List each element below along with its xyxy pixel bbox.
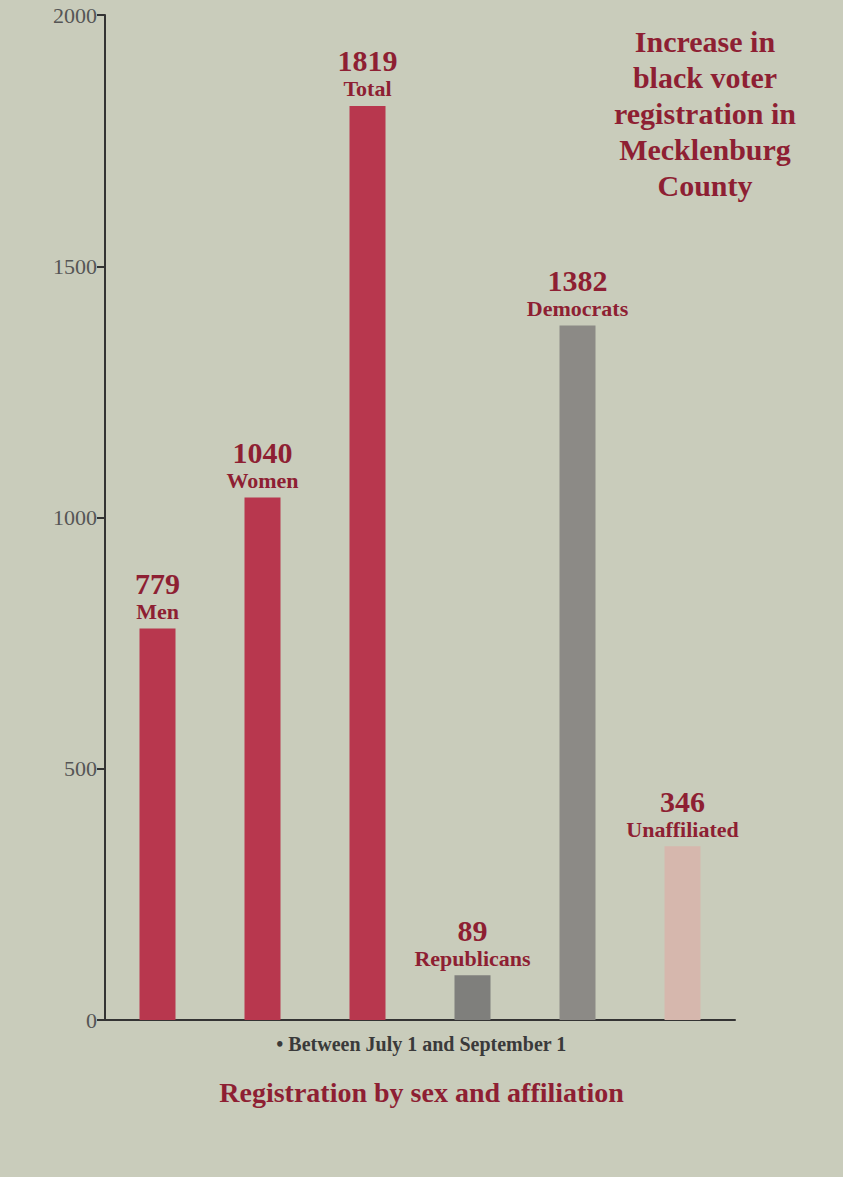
- svg-text:Democrats: Democrats: [527, 296, 629, 321]
- svg-text:black voter: black voter: [633, 61, 777, 94]
- svg-text:Republicans: Republicans: [414, 946, 531, 971]
- svg-text:1382: 1382: [548, 264, 608, 297]
- svg-text:Women: Women: [226, 468, 298, 493]
- svg-text:1040: 1040: [233, 436, 293, 469]
- svg-text:346: 346: [660, 785, 705, 818]
- svg-text:Mecklenburg: Mecklenburg: [619, 133, 791, 166]
- svg-text:Total: Total: [343, 76, 391, 101]
- svg-text:89: 89: [458, 914, 488, 947]
- svg-text:1819: 1819: [338, 44, 398, 77]
- svg-text:Increase in: Increase in: [635, 25, 776, 58]
- svg-text:779: 779: [135, 567, 180, 600]
- svg-text:County: County: [657, 169, 752, 202]
- svg-text:• Between July 1 and September: • Between July 1 and September 1: [276, 1033, 566, 1056]
- svg-text:500: 500: [64, 756, 97, 781]
- svg-text:1500: 1500: [53, 254, 97, 279]
- svg-text:Unaffiliated: Unaffiliated: [626, 817, 738, 842]
- svg-text:2000: 2000: [53, 3, 97, 28]
- svg-text:registration in: registration in: [614, 97, 796, 130]
- svg-text:Registration by sex and affili: Registration by sex and affiliation: [219, 1077, 624, 1108]
- svg-text:Men: Men: [136, 599, 179, 624]
- svg-text:1000: 1000: [53, 505, 97, 530]
- svg-text:0: 0: [86, 1008, 97, 1033]
